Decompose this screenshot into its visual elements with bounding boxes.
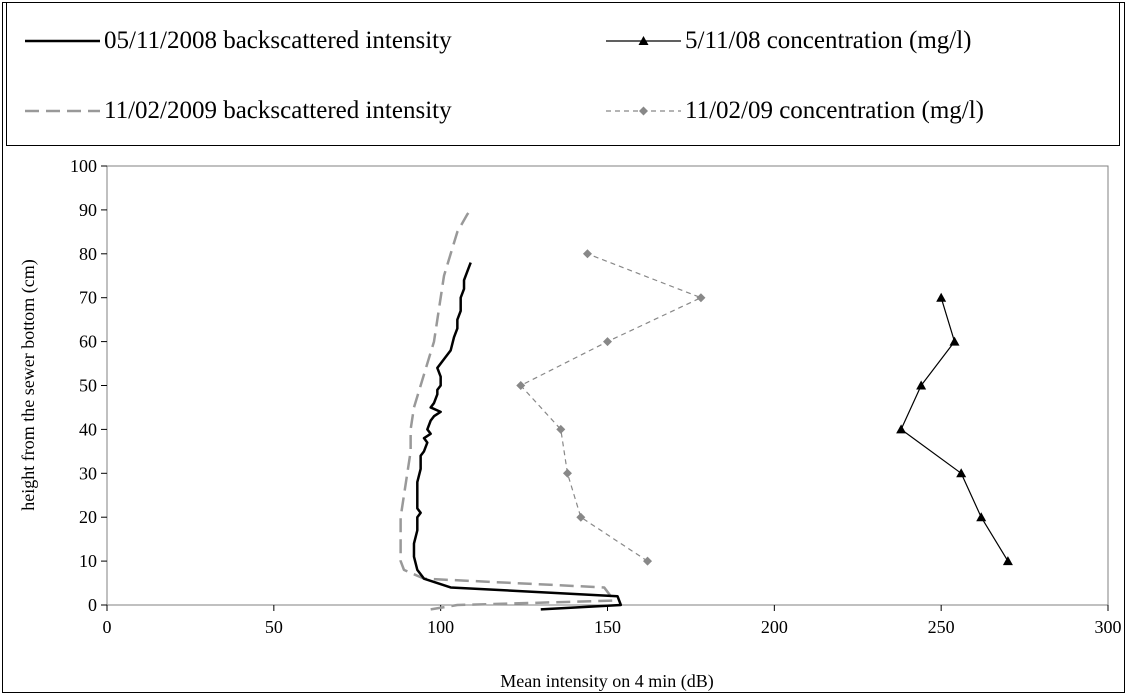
triangle-marker [1002,556,1013,566]
y-tick-label: 80 [79,244,97,264]
triangle-marker [936,292,947,302]
x-tick-label: 50 [265,617,283,637]
legend-entry: 5/11/08 concentration (mg/l) [606,27,972,54]
diamond-marker [643,556,653,566]
y-tick-label: 30 [79,463,97,483]
triangle-marker [956,468,967,478]
series-line [520,253,702,562]
triangle-marker [896,424,907,434]
legend-label: 05/11/2008 backscattered intensity [104,27,452,54]
y-tick-label: 0 [88,595,97,615]
x-tick-label: 100 [427,617,454,637]
x-tick-label: 150 [594,617,621,637]
y-tick-label: 40 [79,419,97,439]
x-axis-label: Mean intensity on 4 min (dB) [500,671,713,692]
x-tick-label: 250 [928,617,955,637]
x-tick-label: 300 [1095,617,1122,637]
legend-label: 5/11/08 concentration (mg/l) [685,27,972,54]
triangle-marker [949,336,960,346]
diamond-marker [562,468,572,478]
y-tick-label: 90 [79,200,97,220]
axes: 0 50 100 150 200 250 300 0 10 20 30 40 50 60 70 80 90 100 [70,156,1122,637]
y-tick-label: 70 [79,288,97,308]
legend: 05/11/2008 backscattered intensity 5/11/0… [25,27,984,124]
legend-entry: 11/02/2009 backscattered intensity [25,97,452,124]
y-tick-label: 60 [79,332,97,352]
series-line [412,262,623,611]
diamond-marker [582,249,592,259]
diamond-marker [603,337,612,347]
series-0 [412,262,623,611]
series-1 [399,209,616,611]
diamond-marker [639,106,648,116]
series-line [399,209,616,611]
x-tick-label: 200 [761,617,788,637]
plot-area [106,165,1109,606]
series-3 [516,249,706,566]
y-tick-label: 20 [79,507,97,527]
diamond-marker [516,381,526,390]
x-tick-label: 0 [103,617,112,637]
series-2 [896,292,1013,566]
legend-entry: 11/02/09 concentration (mg/l) [606,97,984,124]
y-axis-label: height from the sewer bottom (cm) [18,259,39,510]
legend-label: 11/02/09 concentration (mg/l) [685,97,984,124]
y-tick-label: 50 [79,376,97,396]
legend-entry: 05/11/2008 backscattered intensity [25,27,452,54]
y-tick-label: 100 [70,156,97,176]
diamond-marker [576,512,586,522]
diamond-marker [696,293,706,303]
series-layer [399,209,1013,611]
y-tick-label: 10 [79,551,97,571]
triangle-marker [638,36,649,45]
triangle-marker [976,512,987,522]
legend-label: 11/02/2009 backscattered intensity [104,97,452,124]
diamond-marker [556,424,566,434]
legend-box [6,2,1120,146]
triangle-marker [916,380,927,390]
